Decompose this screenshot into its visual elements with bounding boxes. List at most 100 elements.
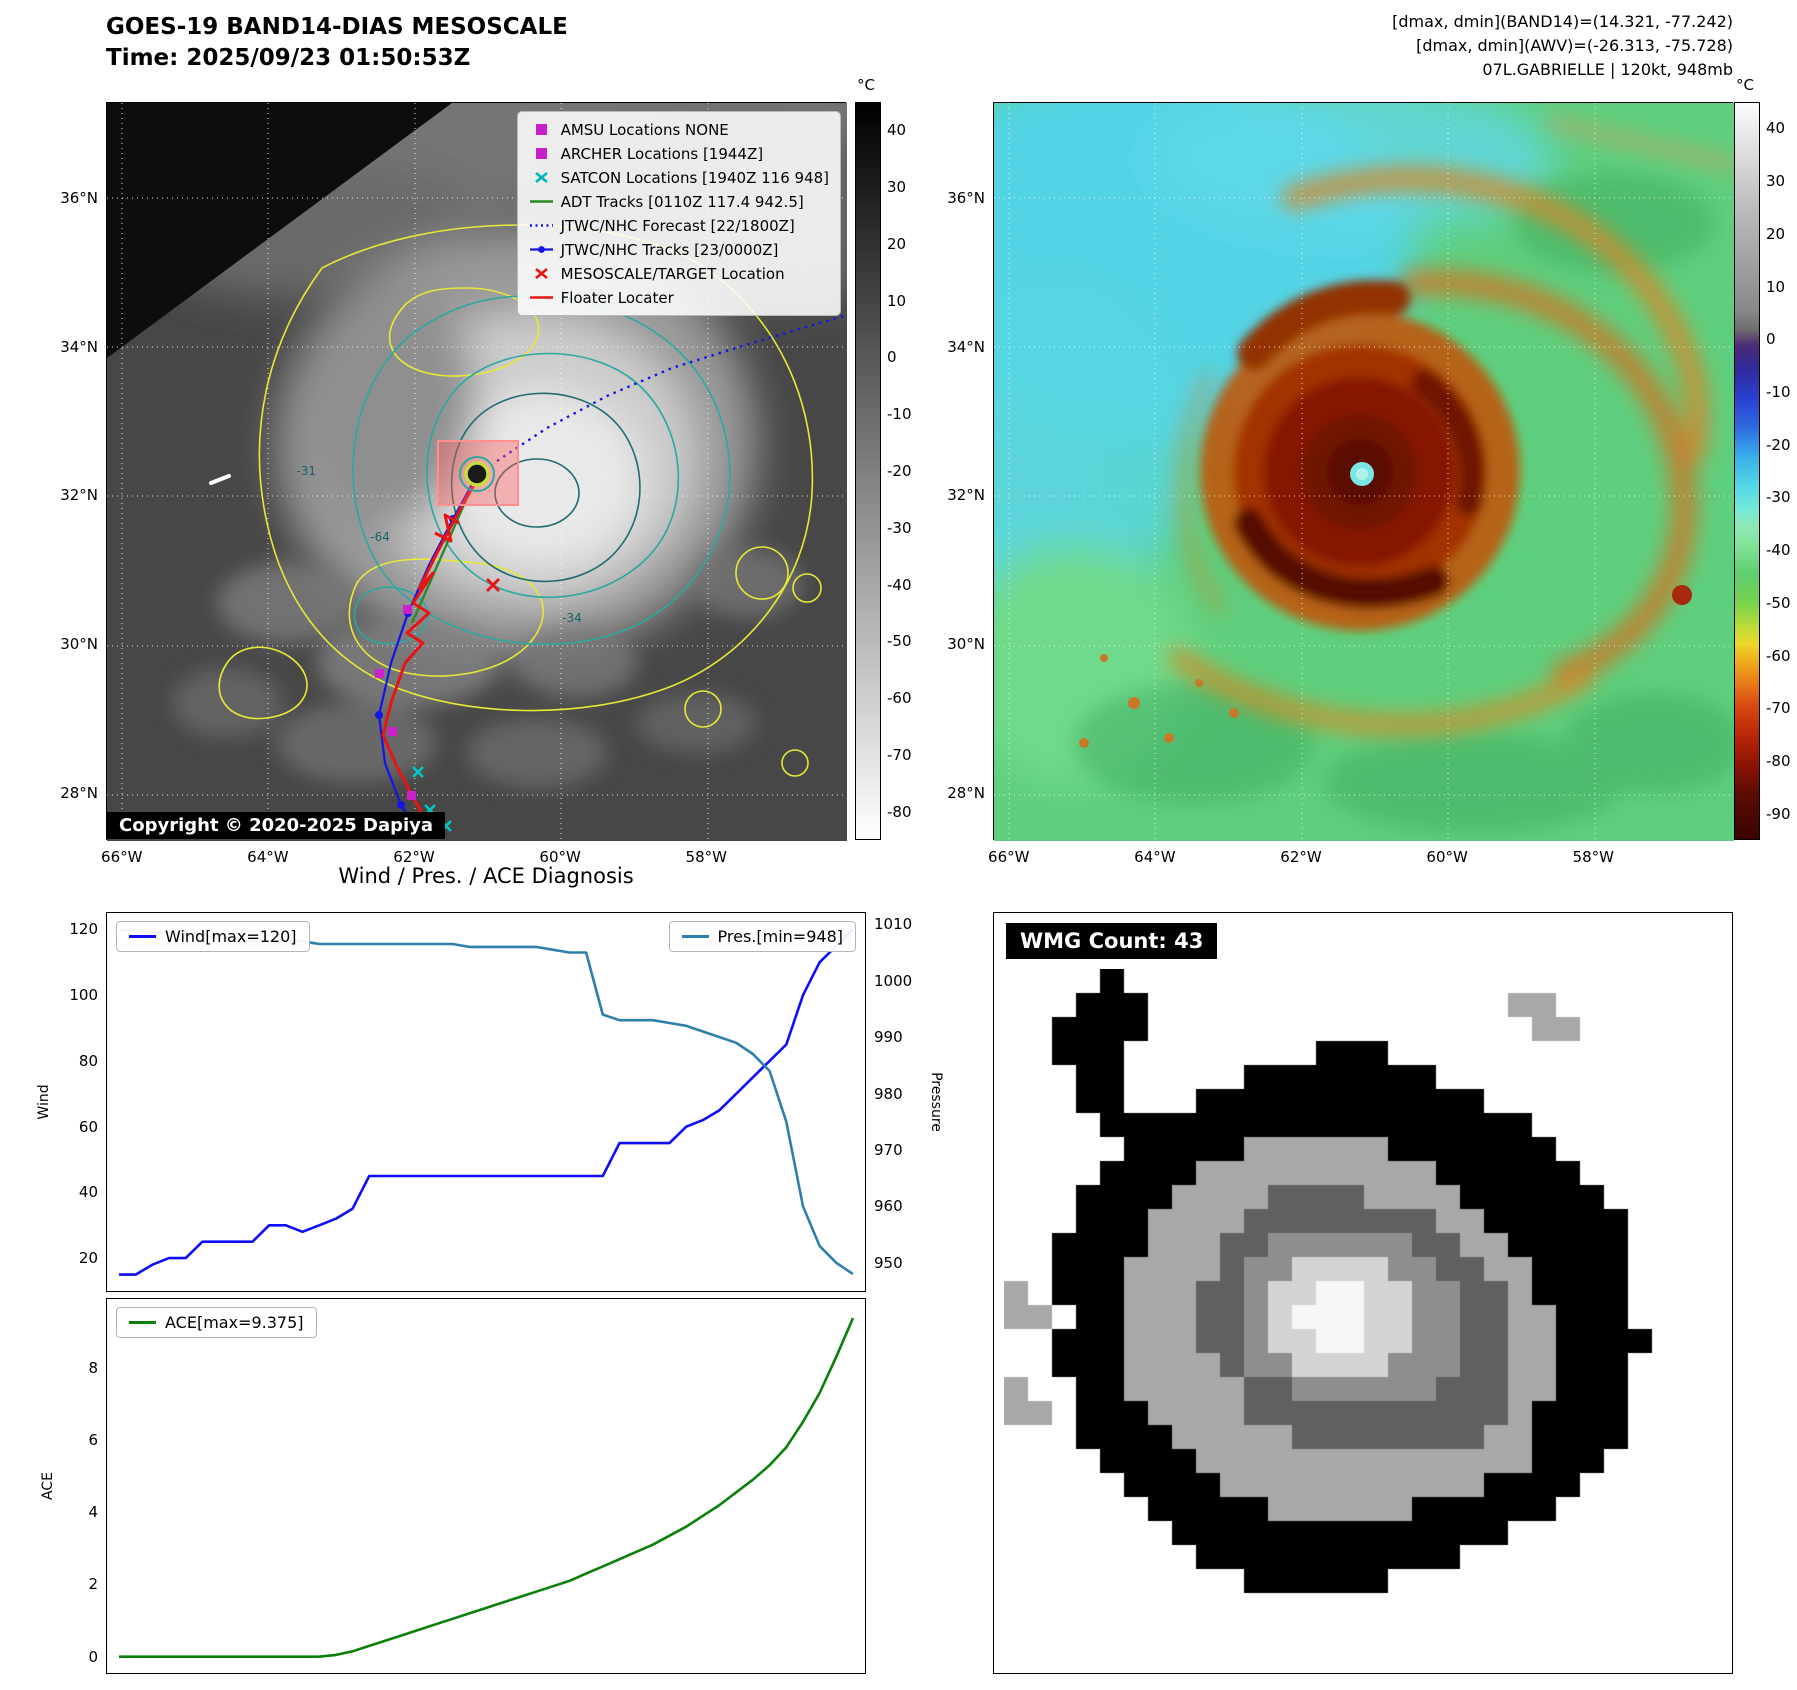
ace-chart: ACE[max=9.375] 0 2 4 6 8 — [88, 1298, 866, 1674]
ace-line-sample — [129, 1321, 156, 1324]
latitude-tick: 32°N — [60, 486, 98, 505]
colorbar-tick: -30 — [887, 518, 912, 537]
right-axis-tick: 1000 — [874, 971, 913, 990]
map-legend: AMSU Locations NONE ARCHER Locations [194… — [516, 111, 841, 316]
colorbar-tick: 30 — [1766, 172, 1786, 191]
longitude-tick: 60°W — [539, 848, 581, 866]
colorbar-tick: -90 — [1766, 804, 1791, 823]
colorbar-tick: 40 — [887, 121, 907, 140]
left-axis-tick: 6 — [88, 1430, 98, 1449]
band14-satellite-map: AMSU Locations NONE ARCHER Locations [194… — [60, 102, 847, 866]
colorbar-tick: -70 — [887, 745, 912, 764]
series-line — [119, 928, 854, 1276]
left-axis-tick: 2 — [88, 1575, 98, 1594]
colorbar-tick: 30 — [887, 178, 907, 197]
right-axis-tick: 1010 — [874, 915, 913, 934]
series-line — [119, 928, 854, 1276]
legend-marker-x-icon — [534, 267, 548, 280]
colorbar-tick: -70 — [1766, 699, 1791, 718]
ace-legend-label: ACE[max=9.375] — [165, 1313, 304, 1332]
legend-item: JTWC/NHC Tracks [23/0000Z] — [529, 238, 829, 261]
colorbar-tick: -40 — [887, 575, 912, 594]
colorbar-tick: 0 — [887, 348, 897, 367]
contour-value-label: -34 — [562, 611, 582, 626]
wind-line-sample — [129, 935, 156, 938]
left-axis-tick: 0 — [88, 1647, 98, 1666]
longitude-tick: 64°W — [1134, 848, 1176, 866]
contour-value-label: -31 — [296, 464, 317, 478]
latitude-tick: 36°N — [60, 188, 98, 207]
latitude-tick: 30°N — [60, 634, 98, 653]
right-axis-tick: 990 — [874, 1028, 903, 1047]
longitude-tick: 64°W — [247, 848, 289, 866]
colorbar-tick: -50 — [887, 632, 912, 651]
latitude-tick: 28°N — [947, 783, 985, 802]
outer-rainbands — [1168, 115, 1734, 736]
colorbar-tick: -30 — [1766, 488, 1791, 507]
latitude-tick: 34°N — [60, 337, 98, 356]
latitude-tick: 36°N — [947, 188, 985, 207]
legend-marker-square-icon — [535, 148, 547, 159]
band14-colorbar-gradient — [855, 102, 881, 840]
longitude-tick: 66°W — [988, 848, 1030, 866]
eye-contour — [459, 456, 495, 492]
enhanced-colorbar: °C 40 30 20 10 0 -10 -20 -30 -40 -50 -60 -70 -80 -90 — [1734, 76, 1791, 840]
diagnosis-title: Wind / Pres. / ACE Diagnosis — [338, 864, 634, 888]
legend-marker-x-icon — [534, 171, 548, 184]
latitude-tick: 28°N — [60, 783, 98, 802]
latitude-tick: 32°N — [947, 486, 985, 505]
band14-time: Time: 2025/09/23 01:50:53Z — [106, 45, 471, 72]
latitude-tick: 34°N — [947, 337, 985, 356]
colorbar-tick: -50 — [1766, 593, 1791, 612]
legend-marker-square-icon — [535, 124, 547, 135]
band14-title: GOES-19 BAND14-DIAS MESOSCALE — [106, 14, 568, 40]
series-line — [119, 1317, 855, 1659]
left-axis-tick: 60 — [78, 1117, 98, 1136]
colorbar-tick: -10 — [887, 405, 912, 424]
band14-title-block: GOES-19 BAND14-DIAS MESOSCALE Time: 2025… — [106, 12, 568, 74]
colorbar-unit-label: °C — [857, 76, 875, 94]
legend-marker-line-icon — [529, 296, 553, 299]
pressure-legend: Pres.[min=948] — [668, 921, 856, 952]
microwave-fix-squares — [375, 605, 416, 800]
left-axis-tick: 8 — [88, 1358, 98, 1377]
right-axis-tick: 950 — [874, 1253, 903, 1272]
left-axis-tick: 4 — [88, 1503, 98, 1522]
wmg-count-label: WMG Count: 43 — [1006, 923, 1218, 959]
legend-item: JTWC/NHC Forecast [22/1800Z] — [529, 214, 829, 237]
wind-legend: Wind[max=120] — [116, 921, 310, 952]
colorbar-tick: -40 — [1766, 541, 1791, 560]
storm-status-text: 07L.GABRIELLE | 120kt, 948mb — [1482, 60, 1733, 79]
ace-legend: ACE[max=9.375] — [116, 1307, 317, 1338]
colorbar-tick: -80 — [1766, 751, 1791, 770]
dmax-awv-text: [dmax, dmin](AWV)=(-26.313, -75.728) — [1416, 36, 1733, 55]
longitude-tick: 66°W — [101, 848, 143, 866]
legend-item: ARCHER Locations [1944Z] — [529, 142, 829, 165]
colorbar-tick: 10 — [887, 291, 907, 310]
storm-eye — [464, 461, 490, 487]
longitude-tick: 58°W — [685, 848, 727, 866]
left-axis-tick: 20 — [78, 1249, 98, 1268]
copyright-label: Copyright © 2020-2025 Dapiya — [107, 812, 446, 839]
jtwc-track-line — [377, 474, 478, 834]
legend-marker-dotted-icon — [529, 224, 553, 227]
chart-plot-area — [119, 1317, 855, 1659]
left-axis-tick: 100 — [69, 986, 98, 1005]
longitude-tick: 62°W — [393, 848, 435, 866]
dmax-band14-text: [dmax, dmin](BAND14)=(14.321, -77.242) — [1392, 12, 1733, 31]
left-axis-tick: 120 — [69, 920, 98, 939]
chart-plot-area — [119, 928, 854, 1276]
colorbar-tick: 0 — [1766, 330, 1776, 349]
right-axis-tick: 970 — [874, 1140, 903, 1159]
colorbar-unit-label: °C — [1736, 76, 1754, 94]
scan-edge-wedge — [107, 103, 452, 358]
colorbar-tick: -20 — [887, 462, 912, 480]
legend-marker-line-icon — [529, 200, 553, 203]
band14-colorbar: °C 40 30 20 10 0 -10 -20 -30 -40 -50 -60 -70 -80 — [855, 76, 912, 840]
latitude-tick: 30°N — [947, 634, 985, 653]
wmg-panel: WMG Count: 43 — [993, 912, 1733, 1674]
legend-item: MESOSCALE/TARGET Location — [529, 262, 829, 285]
enhanced-header-block: [dmax, dmin](BAND14)=(14.321, -77.242) [… — [993, 10, 1733, 82]
colorbar-tick: 10 — [1766, 277, 1786, 296]
wmg-pixel-image — [1004, 969, 1724, 1641]
